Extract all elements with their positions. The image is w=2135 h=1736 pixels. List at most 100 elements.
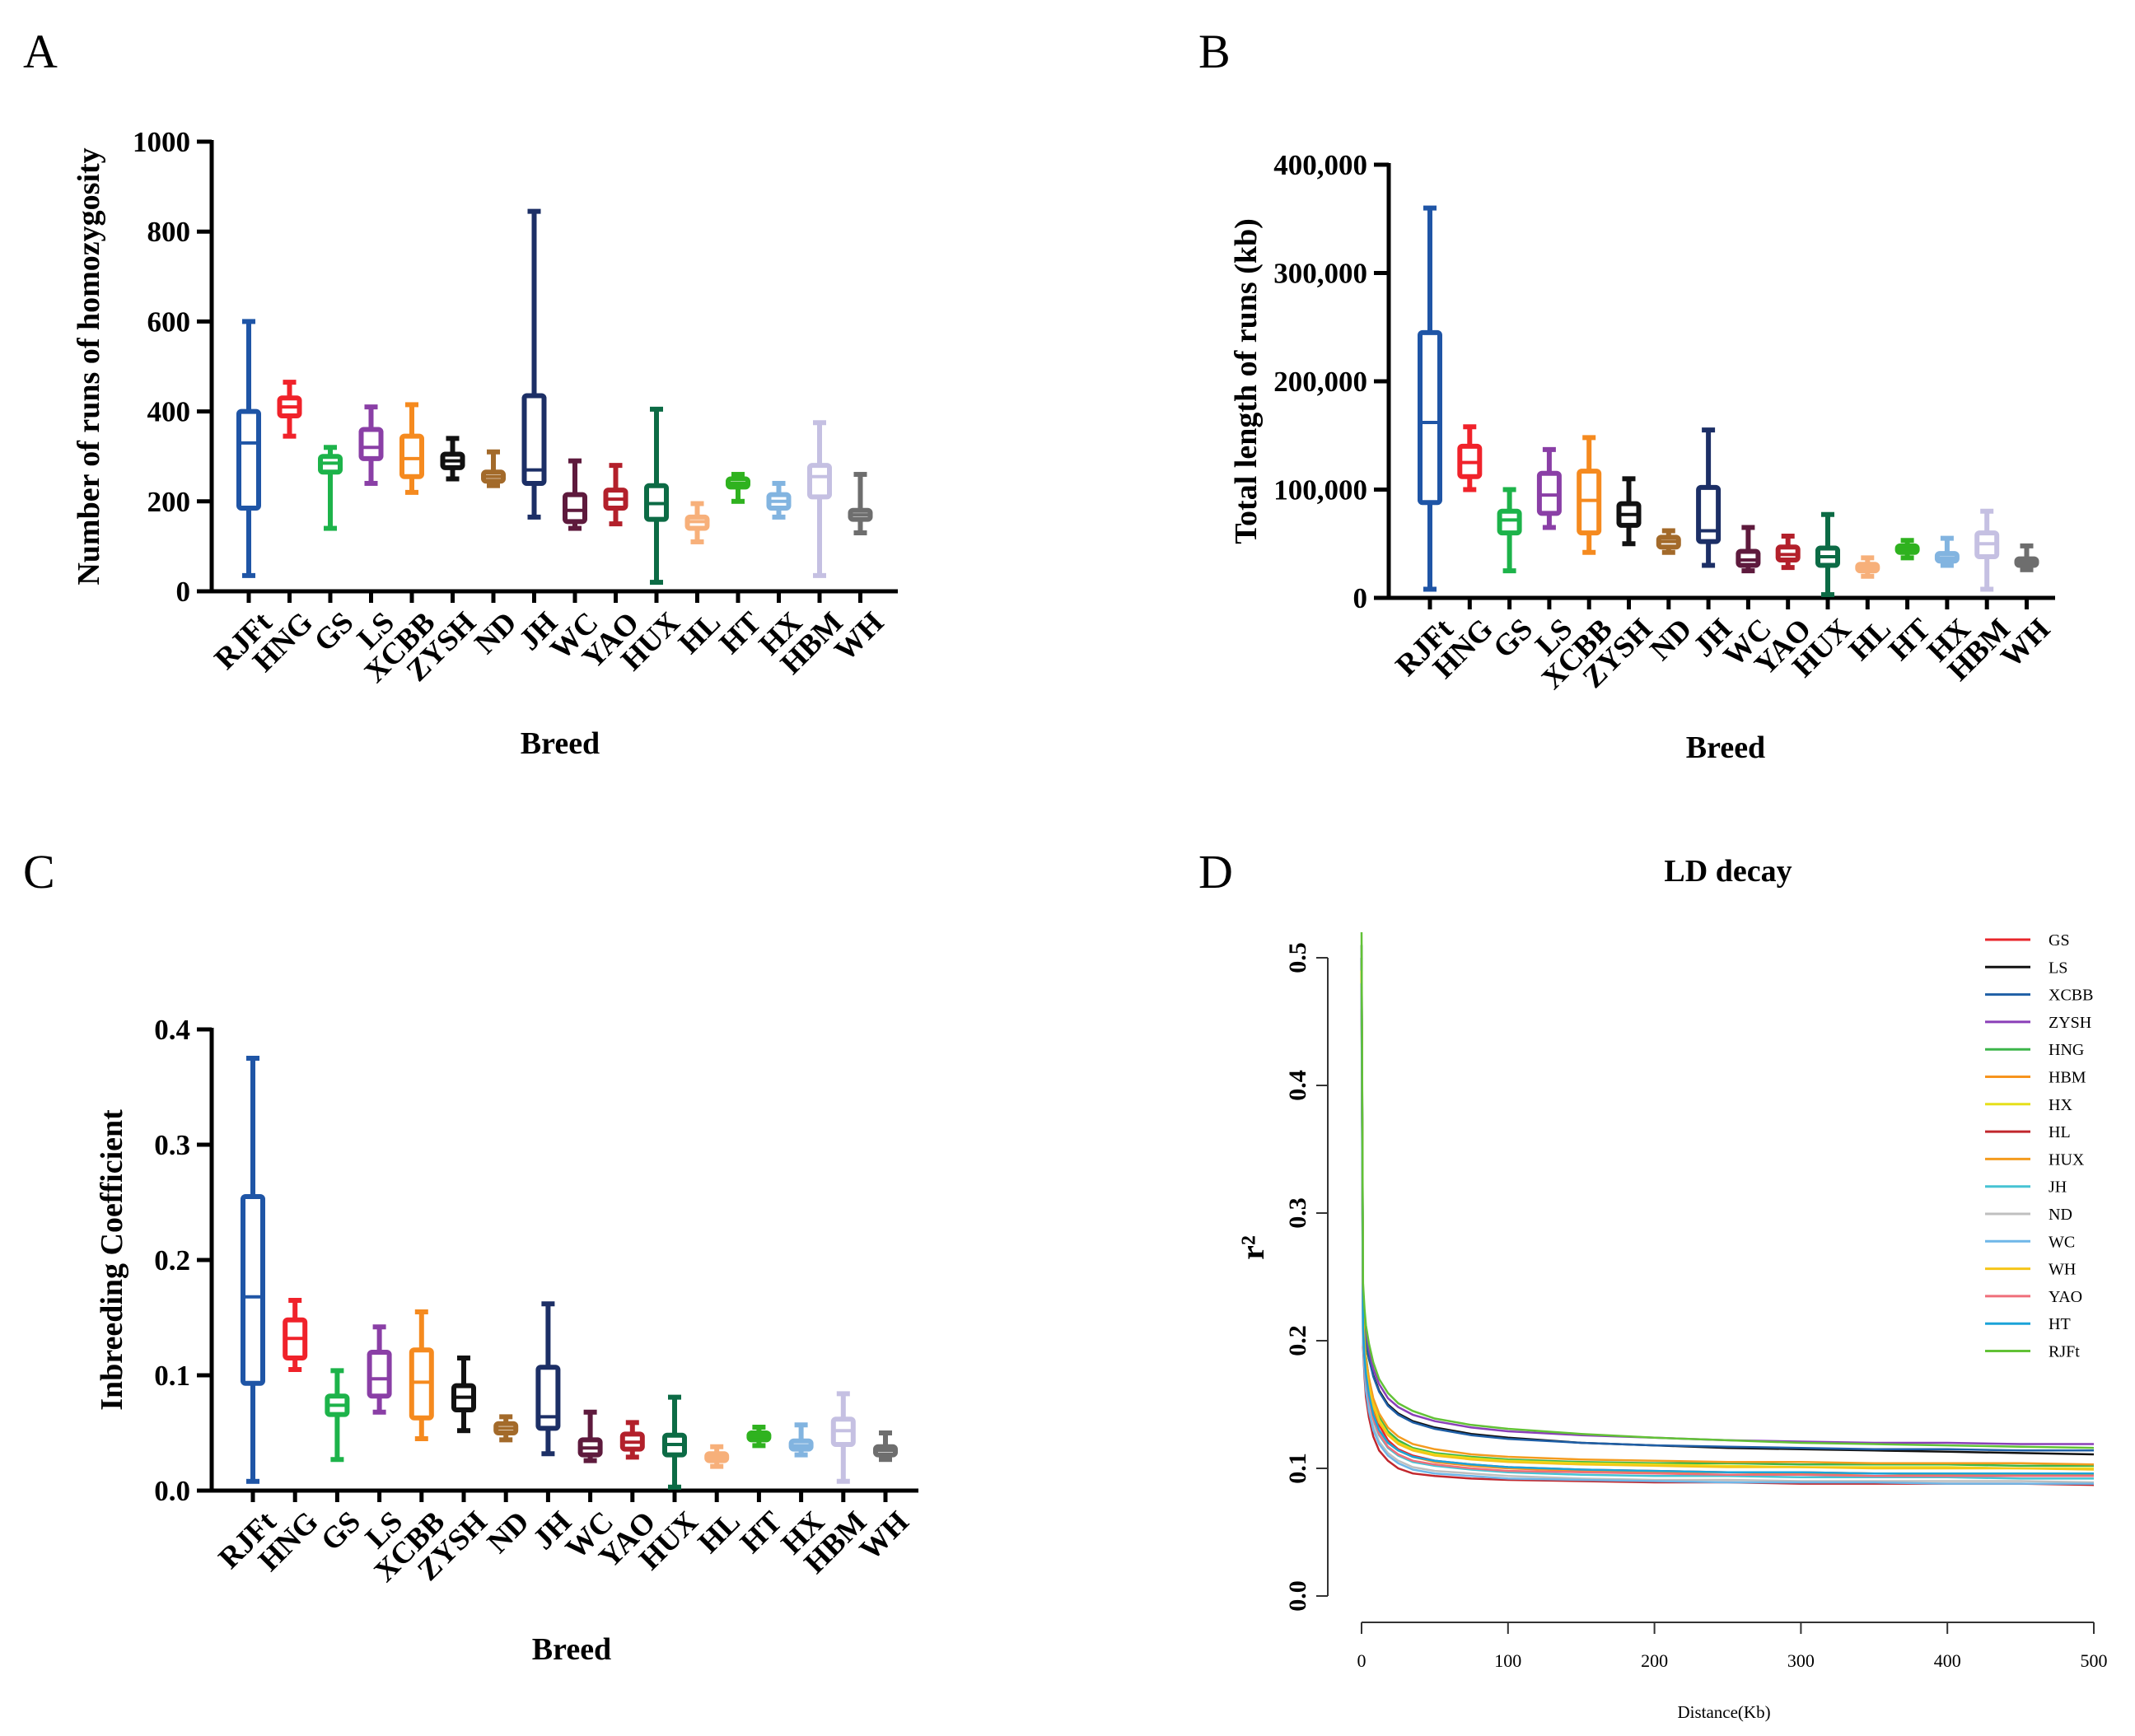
legend-label-hng: HNG	[2049, 1041, 2084, 1059]
box-yao	[603, 463, 628, 527]
ld-x-tick-label: 400	[1934, 1650, 1961, 1671]
legend-label-wc: WC	[2049, 1233, 2075, 1251]
x-tick-label-wh: WH	[853, 1505, 916, 1567]
box-yao	[619, 1420, 645, 1460]
ld-series-hng	[1360, 945, 2094, 1468]
box-wh	[873, 1430, 898, 1463]
box-ht	[1894, 538, 1920, 561]
ld-series-zysh	[1360, 945, 2094, 1445]
box-hng	[1457, 424, 1483, 492]
y-tick-label: 0	[176, 576, 191, 608]
box-xcbb	[1577, 435, 1602, 555]
box-hng	[277, 380, 302, 439]
box-gs	[1497, 487, 1522, 574]
x-axis-title: Breed	[1686, 730, 1765, 765]
y-tick-label: 0	[1353, 582, 1368, 614]
y-tick-label: 0.0	[154, 1475, 190, 1507]
panel-letter-a: A	[23, 25, 58, 78]
panel-letter-c: C	[23, 845, 55, 898]
box-iqr	[1497, 508, 1522, 536]
y-tick-label: 400,000	[1273, 149, 1367, 181]
legend-label-rjft: RJFt	[2049, 1343, 2080, 1361]
box-rjft	[241, 1056, 265, 1484]
ld-x-tick-label: 0	[1357, 1650, 1366, 1671]
y-tick-label: 800	[147, 216, 191, 248]
ld-x-tick-label: 500	[2081, 1650, 2108, 1671]
ld-legend: GS LS XCBB ZYSH HNG HBM HX HL HUX JH ND WC WH YAO HT RJ…	[1985, 931, 2093, 1361]
box-hbm	[807, 420, 832, 578]
box-hx	[788, 1422, 814, 1458]
box-xcbb	[399, 402, 424, 495]
x-tick-label-wh: WH	[1994, 612, 2057, 674]
box-iqr	[399, 433, 424, 479]
x-axis-title: Breed	[532, 1632, 611, 1667]
y-axis-title: Number of runs of homozygosity	[72, 147, 106, 585]
box-hl	[1855, 555, 1880, 579]
y-axis-title: Total length of runs (kb)	[1229, 218, 1264, 544]
legend-label-gs: GS	[2049, 931, 2070, 950]
ld-y-axis-title: r²	[1234, 1235, 1271, 1260]
legend-label-hl: HL	[2049, 1123, 2071, 1141]
box-hux	[1815, 511, 1840, 598]
legend-label-xcbb: XCBB	[2049, 987, 2093, 1005]
box-jh	[521, 208, 547, 520]
box-iqr	[409, 1347, 434, 1421]
ld-series-wc	[1360, 996, 2094, 1485]
legend-label-wh: WH	[2049, 1261, 2076, 1279]
box-nd	[1656, 528, 1681, 555]
ld-y-tick-label: 0.4	[1284, 1070, 1311, 1101]
box-xcbb	[409, 1309, 434, 1441]
ld-x-axis-title: Distance(Kb)	[1677, 1702, 1770, 1722]
box-iqr	[1696, 484, 1722, 544]
panel-letter-d: D	[1198, 845, 1233, 898]
box-iqr	[1418, 329, 1442, 506]
box-iqr	[236, 408, 261, 511]
box-rjft	[236, 319, 261, 578]
box-rjft	[1418, 205, 1442, 592]
box-iqr	[241, 1194, 265, 1386]
y-tick-label: 0.2	[154, 1244, 190, 1276]
ld-series-wh	[1360, 970, 2095, 1471]
box-zysh	[440, 436, 465, 482]
panel-d-ld-decay: LD decay 0.0 0.1 0.2 0.3 0.4 0.5 0 100 200 300 400 5…	[1234, 854, 2108, 1722]
box-ls	[1536, 446, 1562, 530]
y-tick-label: 0.3	[154, 1129, 190, 1161]
box-iqr	[563, 492, 587, 525]
box-iqr	[521, 393, 547, 486]
box-hl	[704, 1444, 730, 1469]
box-wc	[563, 458, 587, 531]
box-jh	[535, 1301, 561, 1457]
y-tick-label: 0.4	[154, 1014, 190, 1046]
ld-series-hl	[1360, 1008, 2095, 1486]
ld-x-tick-label: 200	[1641, 1650, 1668, 1671]
legend-label-yao: YAO	[2049, 1288, 2082, 1306]
ld-chart-title: LD decay	[1664, 854, 1792, 889]
box-gs	[318, 445, 343, 531]
box-hl	[684, 501, 710, 544]
box-nd	[481, 449, 506, 488]
box-yao	[1775, 534, 1801, 571]
box-hx	[1934, 535, 1960, 568]
box-wc	[577, 1409, 603, 1463]
box-iqr	[367, 1350, 392, 1399]
ld-y-tick-label: 0.5	[1284, 942, 1311, 973]
ld-series-hbm	[1360, 982, 2094, 1477]
legend-label-zysh: ZYSH	[2049, 1014, 2091, 1032]
ld-y-tick-label: 0.2	[1284, 1325, 1311, 1356]
panel-c-boxplot: 0.0 0.1 0.2 0.3 0.4 Inbreeding Coefficient Bre…	[95, 1014, 918, 1667]
box-hbm	[1974, 508, 2000, 592]
y-tick-label: 0.1	[154, 1360, 190, 1392]
ld-y-tick-label: 0.3	[1284, 1197, 1311, 1229]
ld-series-gs	[1360, 996, 2095, 1477]
panel-a-boxplot: 0 200 400 600 800 1000 Number of runs of homoz…	[72, 126, 898, 761]
box-iqr	[358, 427, 384, 461]
x-axis-title: Breed	[521, 726, 600, 761]
box-ht	[726, 472, 750, 504]
box-ls	[367, 1324, 392, 1415]
box-ht	[746, 1425, 772, 1449]
y-tick-label: 200,000	[1273, 366, 1367, 398]
ld-series-jh	[1360, 982, 2094, 1480]
ld-y-tick-label: 0.0	[1284, 1580, 1311, 1612]
box-wh	[848, 472, 873, 536]
